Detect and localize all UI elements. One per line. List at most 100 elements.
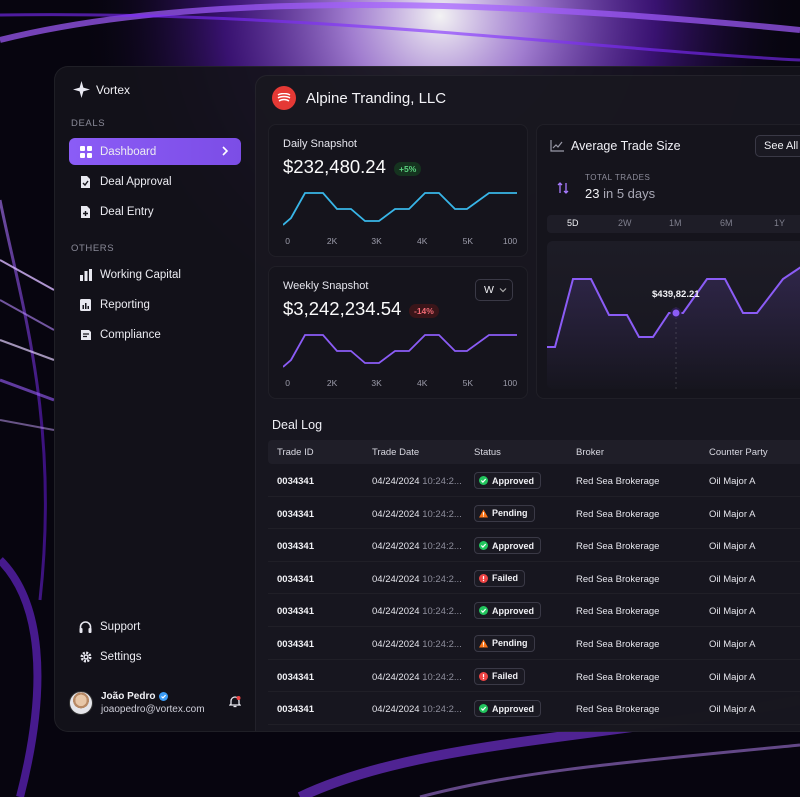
weekly-tick: 3K [371, 378, 382, 388]
deal-log-table: Trade ID Trade Date Status Broker Counte… [268, 440, 800, 725]
cell-broker: Red Sea Brokerage [576, 671, 660, 683]
cell-time: 10:24:2... [422, 606, 462, 618]
weekly-tick: 0 [285, 378, 291, 388]
status-label: Failed [492, 573, 519, 584]
cell-trade-date: 04/24/2024 10:24:2... [372, 574, 462, 585]
nav-working-capital[interactable]: Working Capital [69, 261, 241, 288]
daily-snapshot-title: Daily Snapshot [283, 138, 357, 150]
cell-trade-date: 04/24/2024 10:24:2... [372, 509, 462, 520]
cell-date: 04/24/2024 [372, 671, 420, 683]
nav-reporting[interactable]: Reporting [69, 291, 241, 318]
daily-tick: 5K [462, 236, 474, 246]
column-counter-party[interactable]: Counter Party [709, 447, 768, 458]
user-email: joaopedro@vortex.com [101, 704, 205, 715]
brand-name: Vortex [96, 82, 131, 97]
total-trades-value: 23 in 5 days [585, 186, 655, 201]
chevron-right-icon [222, 146, 229, 156]
cell-time: 10:24:2... [422, 541, 462, 553]
table-row[interactable]: 0034341 04/24/2024 10:24:2... Approved Red … [268, 692, 800, 725]
brand[interactable]: Vortex [73, 81, 130, 98]
total-trades-count: 23 [585, 186, 600, 201]
cell-broker: Red Sea Brokerage [576, 541, 660, 553]
company-name: Alpine Tranding, LLC [306, 89, 447, 107]
check-circle-icon [479, 476, 488, 485]
user-profile[interactable]: João Pedro joaopedro@vortex.com [69, 689, 241, 717]
nav-settings-label: Settings [100, 650, 142, 663]
cell-date: 04/24/2024 [372, 476, 420, 487]
nav-deal-entry-label: Deal Entry [100, 205, 154, 218]
cell-trade-date: 04/24/2024 10:24:2... [372, 672, 462, 683]
cell-counter-party: Oil Major A [709, 671, 756, 683]
weekly-tick: 100 [502, 378, 518, 388]
cell-trade-date: 04/24/2024 10:24:2... [372, 541, 462, 552]
sidebar: Vortex DEALS Dashboard Deal Approval Dea… [55, 67, 255, 731]
table-row[interactable]: 0034341 04/24/2024 10:24:2... Pending Red S… [268, 497, 800, 530]
table-row[interactable]: 0034341 04/24/2024 10:24:2... Failed Red Se… [268, 562, 800, 595]
bar-chart-icon [79, 268, 92, 281]
weekly-x-axis: 0 2K 3K 4K 5K 100 [283, 378, 517, 388]
see-all-button[interactable]: See All [755, 135, 800, 157]
nav-dashboard-label: Dashboard [100, 145, 157, 158]
tab-6m[interactable]: 6M [720, 218, 733, 228]
tab-2w[interactable]: 2W [618, 218, 632, 228]
status-badge: Failed [474, 667, 526, 685]
nav-support-label: Support [100, 620, 141, 633]
nav-support[interactable]: Support [69, 613, 241, 640]
verified-badge-icon [159, 692, 169, 701]
column-broker[interactable]: Broker [576, 447, 604, 458]
cell-date: 04/24/2024 [372, 704, 420, 716]
column-trade-date[interactable]: Trade Date [372, 447, 420, 458]
nav-deal-approval[interactable]: Deal Approval [69, 168, 241, 195]
daily-tick: 100 [502, 236, 518, 246]
nav-dashboard[interactable]: Dashboard [69, 138, 241, 165]
cell-trade-id: 0034341 [277, 476, 314, 487]
weekly-sparkline [283, 334, 517, 368]
nav-settings[interactable]: Settings [69, 643, 241, 670]
cell-trade-date: 04/24/2024 10:24:2... [372, 476, 462, 487]
nav-compliance-label: Compliance [100, 328, 161, 341]
shield-doc-icon [79, 328, 92, 341]
nav-deal-approval-label: Deal Approval [100, 175, 172, 188]
chart-point-marker[interactable] [670, 307, 682, 319]
tab-1m[interactable]: 1M [669, 218, 682, 228]
notification-bell-icon[interactable] [229, 695, 241, 708]
nav-compliance[interactable]: Compliance [69, 321, 241, 348]
cell-trade-id: 0034341 [277, 606, 314, 618]
headphones-icon [79, 620, 92, 633]
table-row[interactable]: 0034341 04/24/2024 10:24:2... Approved Red … [268, 464, 800, 497]
nav-reporting-label: Reporting [100, 298, 150, 311]
cell-trade-id: 0034341 [277, 638, 314, 650]
status-badge: Approved [474, 602, 542, 620]
cell-counter-party: Oil Major A [709, 704, 756, 716]
column-status[interactable]: Status [474, 447, 501, 458]
tab-5d[interactable]: 5D [567, 218, 579, 228]
table-header: Trade ID Trade Date Status Broker Counte… [268, 440, 800, 464]
error-circle-icon [479, 671, 488, 681]
table-row[interactable]: 0034341 04/24/2024 10:24:2... Failed Red Se… [268, 660, 800, 693]
column-trade-id[interactable]: Trade ID [277, 447, 314, 458]
cell-broker: Red Sea Brokerage [576, 476, 660, 487]
daily-tick: 3K [371, 236, 382, 246]
cell-date: 04/24/2024 [372, 638, 420, 650]
cell-trade-id: 0034341 [277, 508, 314, 520]
table-row[interactable]: 0034341 04/24/2024 10:24:2... Pending Red S… [268, 627, 800, 660]
weekly-period-value: W [484, 284, 494, 296]
cell-date: 04/24/2024 [372, 541, 420, 553]
status-label: Pending [492, 638, 528, 649]
tab-1y[interactable]: 1Y [774, 218, 786, 228]
status-label: Pending [492, 508, 528, 519]
weekly-snapshot-value: $3,242,234.54 [283, 298, 402, 319]
table-row[interactable]: 0034341 04/24/2024 10:24:2... Approved Red … [268, 594, 800, 627]
weekly-period-select[interactable]: W [475, 279, 513, 301]
cell-counter-party: Oil Major A [709, 606, 756, 618]
table-row[interactable]: 0034341 04/24/2024 10:24:2... Approved Red … [268, 529, 800, 562]
deal-log-title: Deal Log [272, 418, 323, 432]
cell-trade-id: 0034341 [277, 704, 314, 716]
cell-trade-date: 04/24/2024 10:24:2... [372, 704, 462, 715]
cell-trade-id: 0034341 [277, 541, 314, 553]
weekly-change-badge: -14% [409, 304, 439, 318]
weekly-snapshot-title: Weekly Snapshot [283, 280, 369, 292]
nav-deal-entry[interactable]: Deal Entry [69, 198, 241, 225]
range-tabs: 5D 2W 1M 6M 1Y [547, 215, 800, 233]
avatar [69, 691, 93, 715]
